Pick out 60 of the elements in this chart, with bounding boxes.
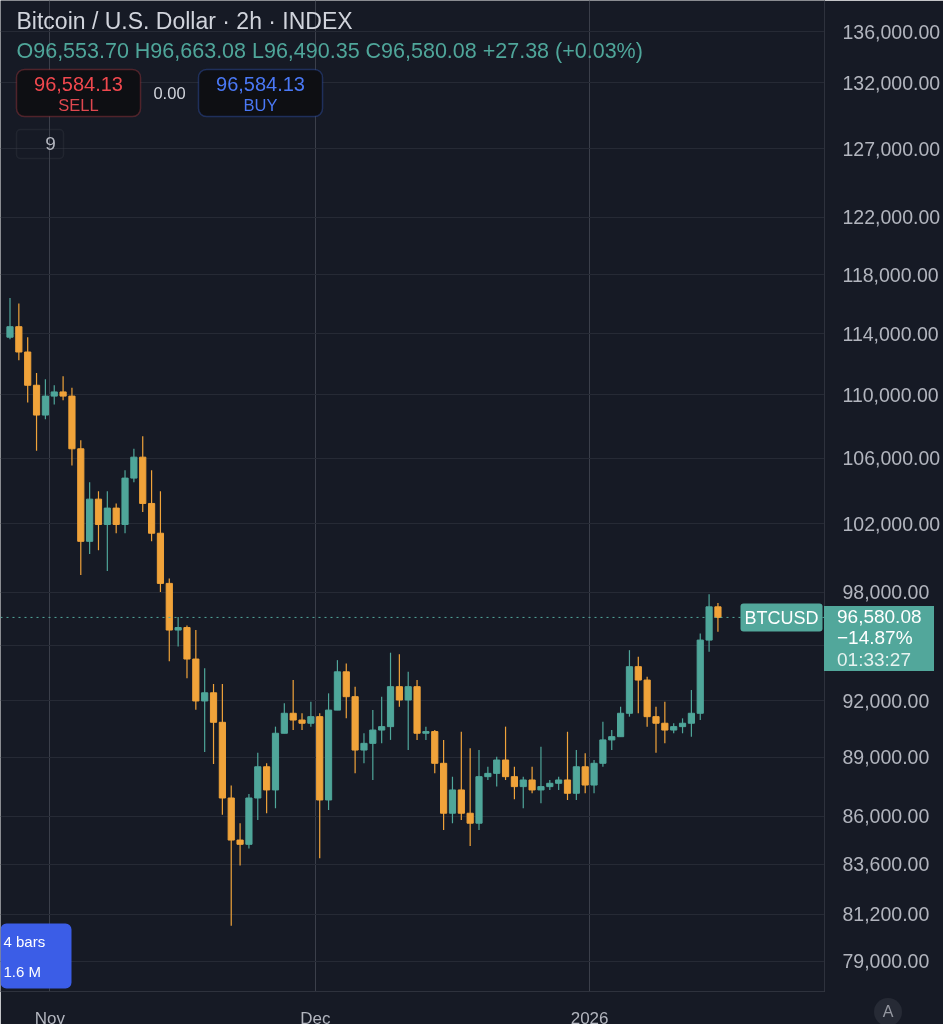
text: −14.87% [837, 627, 913, 648]
y-tick-label: 114,000.00 [842, 322, 939, 345]
x-tick-label: 2026 [570, 1008, 609, 1024]
candlestick [519, 776, 527, 809]
text: A [882, 1002, 894, 1022]
candlestick [280, 702, 288, 734]
candlestick [307, 701, 315, 728]
y-tick-label: 132,000.00 [842, 71, 941, 94]
text: O96,553.70 H96,663.08 L96,490.35 C96,580.08 +27.38 (+0.03%) [16, 38, 643, 63]
candlestick [501, 726, 510, 781]
candlestick [528, 766, 536, 794]
y-tick-label: 98,000.00 [842, 581, 930, 604]
candlestick [59, 375, 67, 401]
candlestick [201, 667, 209, 753]
chart-title: Bitcoin / U.S. Dollar · 2h · INDEX [16, 7, 353, 34]
x-tick-label: Dec [300, 1008, 331, 1024]
candlestick [6, 297, 14, 340]
annotation: 9 [45, 133, 56, 154]
annotation: 0.00 [153, 83, 186, 102]
y-tick-label: 110,000.00 [842, 383, 939, 406]
annotation: 96,584.13 [34, 72, 123, 95]
annotation: SELL [58, 95, 99, 114]
candlestick [404, 671, 412, 751]
y-tick-label: 89,000.00 [842, 746, 930, 769]
y-tick-label: 83,600.00 [842, 853, 930, 876]
y-tick-label: 86,000.00 [842, 805, 930, 828]
candlestick [130, 448, 138, 483]
candlestick [289, 679, 297, 731]
candlestick [298, 712, 306, 731]
y-tick-label: 92,000.00 [842, 689, 930, 712]
candlestick [608, 729, 616, 751]
x-tick-label: Nov [34, 1008, 66, 1024]
candlestick [714, 602, 722, 633]
candlestick [395, 653, 403, 708]
candlestick [112, 502, 120, 534]
candlestick [263, 762, 271, 814]
candlestick [563, 731, 572, 801]
text: 01:33:27 [837, 648, 911, 671]
ref-line-label: 96,580.08 [837, 606, 922, 627]
y-tick-label: 79,000.00 [842, 950, 930, 973]
y-tick-label: 118,000.00 [842, 263, 939, 286]
y-tick-label: 122,000.00 [842, 206, 941, 229]
annotation: 4 bars [3, 933, 46, 950]
candlestick [617, 706, 625, 738]
candlestick [510, 766, 518, 800]
y-tick-label: 81,200.00 [842, 903, 930, 926]
annotation: BUY [243, 95, 278, 114]
y-tick-label: 136,000.00 [842, 20, 941, 43]
candlestick [103, 490, 111, 572]
annotation: BTCUSD [744, 607, 819, 628]
candlestick [448, 776, 457, 824]
y-tick-label: 106,000.00 [842, 447, 941, 470]
candlestick [687, 689, 695, 738]
candlestick [661, 701, 669, 744]
annotation: 1.6 M [3, 963, 42, 980]
candlestick [422, 726, 430, 741]
y-tick-label: 127,000.00 [842, 137, 941, 160]
y-tick-label: 102,000.00 [842, 512, 941, 535]
annotation: 96,584.13 [216, 72, 305, 95]
candlestick [581, 752, 589, 794]
